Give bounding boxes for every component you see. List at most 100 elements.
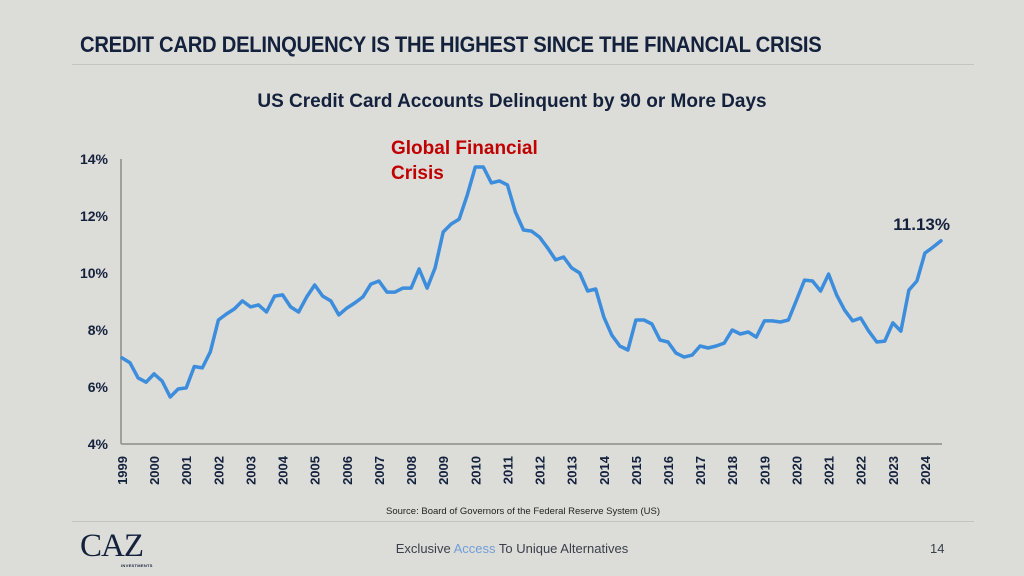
x-tick-label: 2017 (693, 456, 708, 485)
data-point (176, 387, 180, 391)
data-point (417, 267, 421, 271)
data-point (915, 279, 919, 283)
x-tick-label: 2002 (211, 456, 226, 485)
header-divider (72, 64, 974, 65)
data-point (192, 365, 196, 368)
data-point (120, 356, 124, 360)
tagline-post: To Unique Alternatives (495, 541, 629, 556)
data-point (762, 319, 766, 323)
data-point (875, 340, 879, 344)
x-tick-label: 2022 (854, 456, 869, 485)
data-point (168, 395, 172, 399)
data-point (570, 266, 574, 270)
data-point (441, 230, 445, 234)
data-point (240, 299, 244, 303)
data-point (449, 222, 453, 226)
data-point (626, 348, 630, 352)
annotation-gfc-line1: Global Financial (391, 138, 538, 159)
slide-headline: CREDIT CARD DELINQUENCY IS THE HIGHEST S… (80, 32, 822, 57)
data-point (803, 278, 806, 282)
x-tick-label: 2009 (436, 456, 451, 485)
data-point (835, 293, 839, 297)
data-point (433, 266, 437, 270)
data-point (811, 279, 814, 283)
data-point (465, 193, 469, 197)
data-point (345, 306, 349, 310)
x-tick-label: 2019 (757, 456, 772, 485)
y-tick-label: 14% (80, 151, 109, 167)
data-point (353, 301, 357, 305)
data-point (819, 289, 823, 293)
data-point (425, 286, 429, 290)
annotation-gfc-line2: Crisis (391, 163, 444, 184)
data-point (489, 181, 493, 185)
data-point (778, 320, 782, 324)
data-point (738, 332, 742, 336)
data-point (505, 183, 509, 187)
x-tick-label: 2020 (789, 456, 804, 485)
data-point (650, 322, 654, 326)
data-point (136, 376, 140, 380)
caz-logo-subtitle: INVESTMENTS (121, 563, 153, 568)
data-point (883, 339, 887, 343)
data-point (297, 310, 301, 314)
data-point (851, 319, 855, 323)
data-point (200, 366, 204, 370)
x-tick-label: 2012 (533, 456, 548, 485)
x-tick-label: 2006 (340, 456, 355, 485)
data-point (867, 329, 871, 333)
data-point (232, 307, 236, 311)
data-point (224, 312, 228, 316)
y-tick-label: 6% (88, 379, 109, 395)
data-point (754, 335, 758, 339)
data-point (497, 179, 501, 183)
data-point (578, 271, 582, 275)
data-point (891, 321, 895, 325)
tagline: Exclusive Access To Unique Alternatives (0, 541, 1024, 556)
y-tick-label: 10% (80, 265, 109, 281)
x-tick-label: 2001 (179, 456, 194, 485)
data-point (144, 380, 148, 384)
data-point (674, 351, 678, 355)
caz-logo: CAZ (80, 528, 144, 564)
data-point (361, 295, 365, 299)
data-point (682, 355, 686, 359)
data-point (457, 217, 461, 221)
x-tick-label: 2018 (725, 456, 740, 485)
data-point (530, 229, 533, 233)
x-tick-label: 2023 (886, 456, 901, 485)
data-point (827, 272, 831, 276)
data-point (273, 294, 277, 298)
data-point (746, 330, 750, 334)
data-point (546, 246, 550, 250)
data-point (337, 313, 341, 317)
data-point (385, 290, 389, 294)
data-point (554, 258, 558, 262)
data-point (329, 299, 333, 303)
data-point (690, 353, 694, 357)
data-point (401, 286, 405, 290)
data-point (730, 328, 734, 332)
data-point (160, 379, 164, 383)
y-tick-label: 4% (88, 436, 109, 452)
x-tick-label: 2005 (308, 456, 323, 485)
data-point (265, 310, 268, 314)
x-tick-label: 2007 (372, 456, 387, 485)
y-axis-ticks: 4% 6% 8% 10% 12% 14% (80, 151, 109, 452)
data-point (257, 303, 260, 307)
data-point (698, 344, 702, 348)
data-point (152, 372, 156, 376)
x-tick-label: 2016 (661, 456, 676, 485)
data-point (602, 315, 606, 319)
x-tick-label: 2004 (276, 455, 291, 485)
x-tick-label: 2008 (404, 456, 419, 485)
data-point (481, 165, 485, 169)
data-point (722, 341, 726, 345)
data-point (618, 344, 622, 348)
data-point (321, 294, 325, 298)
tagline-pre: Exclusive (395, 541, 454, 556)
x-tick-label: 2010 (468, 456, 483, 485)
data-point (610, 333, 614, 337)
data-point (634, 318, 638, 322)
